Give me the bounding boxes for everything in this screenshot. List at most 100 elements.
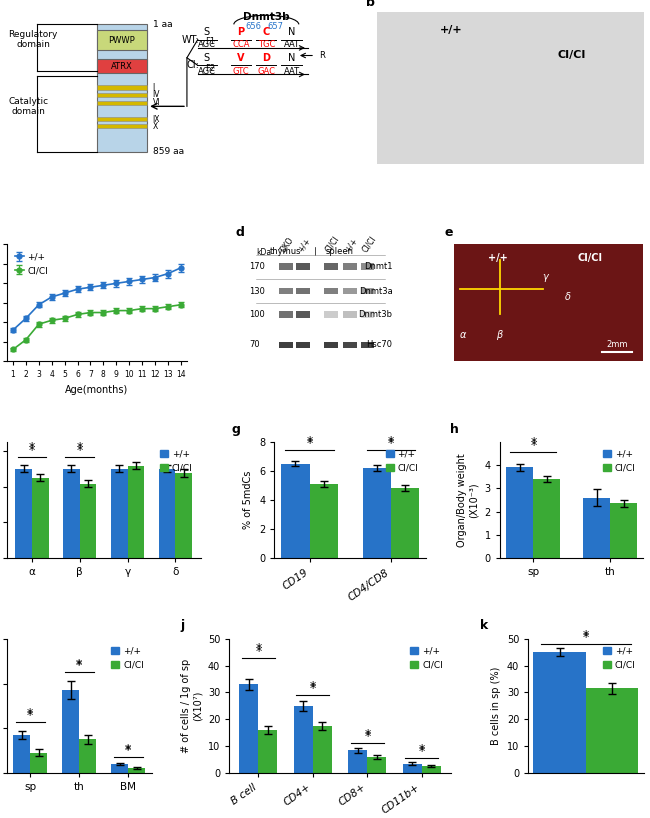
Text: Dnmt3a: Dnmt3a xyxy=(359,286,393,295)
Text: *: * xyxy=(582,629,589,642)
Text: *: * xyxy=(582,631,589,645)
Bar xyxy=(296,342,310,348)
Y-axis label: # of cells / 1g of sp
(X10⁷): # of cells / 1g of sp (X10⁷) xyxy=(181,658,202,753)
Bar xyxy=(422,766,441,773)
Text: e: e xyxy=(445,226,453,239)
Text: I: I xyxy=(153,83,155,92)
Bar xyxy=(32,478,49,559)
Text: GAC: GAC xyxy=(257,66,276,75)
Text: CI/CI: CI/CI xyxy=(578,254,603,263)
Y-axis label: % of 5mdCs: % of 5mdCs xyxy=(244,471,254,529)
Bar xyxy=(363,468,391,559)
Bar xyxy=(176,473,192,559)
Bar xyxy=(296,312,310,317)
Bar xyxy=(127,466,144,559)
Text: *: * xyxy=(77,444,83,457)
Bar xyxy=(111,469,127,559)
Text: γ: γ xyxy=(542,272,548,282)
Bar xyxy=(97,93,148,97)
Text: Regulatory
domain: Regulatory domain xyxy=(8,30,58,49)
Text: *: * xyxy=(29,444,35,457)
Text: *: * xyxy=(29,441,35,454)
Text: +/+: +/+ xyxy=(488,254,508,263)
Text: d: d xyxy=(236,226,244,239)
Text: IV: IV xyxy=(153,91,160,100)
Legend: +/+, CI/CI: +/+, CI/CI xyxy=(157,446,196,476)
Text: S: S xyxy=(203,27,210,38)
Bar xyxy=(313,726,332,773)
Text: AAT: AAT xyxy=(283,66,300,75)
Bar xyxy=(403,764,422,773)
Text: j: j xyxy=(181,619,185,632)
Bar xyxy=(281,464,309,559)
Bar xyxy=(586,689,638,773)
Bar xyxy=(62,690,79,773)
Legend: +/+, CI/CI: +/+, CI/CI xyxy=(599,446,639,476)
Text: spleen: spleen xyxy=(326,247,354,256)
Text: *: * xyxy=(309,682,316,695)
Text: CI/CI: CI/CI xyxy=(360,234,378,254)
Bar xyxy=(97,25,148,152)
Bar xyxy=(361,263,374,270)
Text: N: N xyxy=(288,53,295,63)
Text: S: S xyxy=(203,53,210,63)
Text: k: k xyxy=(480,619,488,632)
Bar xyxy=(324,288,338,294)
Text: 170: 170 xyxy=(249,262,265,271)
Bar xyxy=(324,342,338,348)
Text: R: R xyxy=(318,51,324,60)
Bar xyxy=(533,479,560,559)
Text: +/+: +/+ xyxy=(296,236,312,254)
Text: Dnmt3b: Dnmt3b xyxy=(358,310,393,319)
Bar xyxy=(361,312,374,317)
Text: F2: F2 xyxy=(205,64,215,73)
Bar xyxy=(279,288,293,294)
Text: *: * xyxy=(125,744,131,757)
Text: *: * xyxy=(77,441,83,454)
Bar xyxy=(324,312,338,317)
Bar xyxy=(279,263,293,270)
Text: ATRX: ATRX xyxy=(111,61,133,70)
Text: *: * xyxy=(388,435,394,448)
Text: PWWP: PWWP xyxy=(109,36,135,45)
Bar xyxy=(97,59,148,73)
Text: CI/CI: CI/CI xyxy=(557,50,586,60)
Text: kDa: kDa xyxy=(256,248,272,257)
Text: V: V xyxy=(237,53,245,63)
Bar xyxy=(610,504,637,559)
Text: 130: 130 xyxy=(249,286,265,295)
Text: X: X xyxy=(153,122,158,131)
Bar xyxy=(367,757,386,773)
Text: *: * xyxy=(419,745,425,758)
Text: Dnmt3b: Dnmt3b xyxy=(243,11,290,22)
Bar xyxy=(79,739,96,773)
Text: F1: F1 xyxy=(205,38,215,47)
Text: *: * xyxy=(364,730,370,744)
Text: 1 aa: 1 aa xyxy=(153,20,172,29)
Text: 100: 100 xyxy=(249,310,265,319)
Bar xyxy=(16,469,32,559)
Bar xyxy=(296,263,310,270)
Text: *: * xyxy=(307,435,313,448)
Text: g: g xyxy=(232,423,240,436)
Bar xyxy=(534,652,586,773)
Legend: +/+, CI/CI: +/+, CI/CI xyxy=(382,446,422,476)
Text: *: * xyxy=(309,680,316,693)
Text: Dnmt1: Dnmt1 xyxy=(364,262,393,271)
Text: CI/CI: CI/CI xyxy=(324,234,341,254)
Bar xyxy=(97,117,148,122)
Bar xyxy=(343,263,357,270)
Legend: +/+, CI/CI: +/+, CI/CI xyxy=(11,249,51,279)
Text: P: P xyxy=(237,27,244,38)
Text: thymus: thymus xyxy=(270,247,302,256)
Text: δ: δ xyxy=(565,292,571,302)
Text: 2mm: 2mm xyxy=(606,340,628,349)
Text: *: * xyxy=(76,658,83,671)
Text: IX: IX xyxy=(153,115,160,124)
Text: CI:: CI: xyxy=(187,61,200,70)
Text: *: * xyxy=(388,438,394,451)
Text: b: b xyxy=(366,0,375,9)
Y-axis label: Organ/Body weight
(X10⁻³): Organ/Body weight (X10⁻³) xyxy=(458,453,479,547)
Text: C: C xyxy=(263,27,270,38)
Text: *: * xyxy=(125,744,131,757)
